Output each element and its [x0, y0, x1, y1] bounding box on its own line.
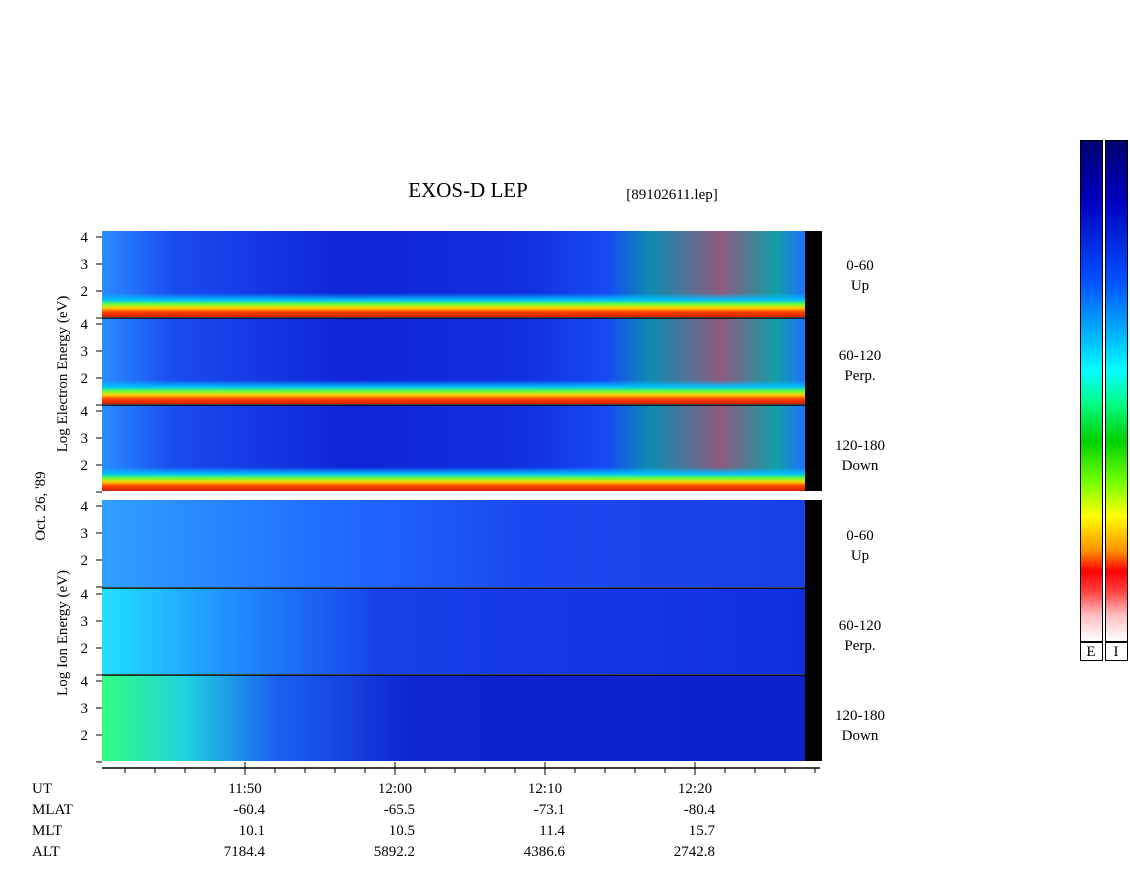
ephemeris-value: 4386.6	[524, 844, 566, 860]
colorbar-box	[1105, 642, 1128, 661]
time-label: 12:10	[528, 781, 562, 797]
angle-range: 60-120	[839, 348, 882, 364]
y-tick-label: 2	[81, 371, 89, 387]
row-name: MLT	[32, 823, 62, 839]
y-tick-label: 4	[81, 674, 89, 690]
time-label: 11:50	[228, 781, 262, 797]
title: EXOS-D LEP	[408, 178, 528, 202]
angle-dir: Down	[842, 458, 879, 474]
ephemeris-value: 5892.2	[374, 844, 415, 860]
angle-dir: Up	[851, 278, 869, 294]
data-gap	[805, 500, 822, 761]
y-tick-label: 2	[81, 641, 89, 657]
y-tick-label: 3	[81, 344, 89, 360]
y-tick-label: 3	[81, 614, 89, 630]
time-label: 12:00	[378, 781, 412, 797]
ephemeris-value: 11.4	[539, 823, 565, 839]
ephemeris-value: 2742.8	[674, 844, 715, 860]
row-name: ALT	[32, 844, 60, 860]
ephemeris-value: 7184.4	[224, 844, 266, 860]
angle-range: 0-60	[846, 258, 874, 274]
y-tick-label: 2	[81, 553, 89, 569]
ephemeris-value: -73.1	[534, 802, 565, 818]
colorbar-i	[1105, 140, 1128, 642]
colorbar-box	[1080, 642, 1103, 661]
ephemeris-value: 10.5	[389, 823, 415, 839]
ion-perp-panel	[102, 588, 805, 674]
y-tick-label: 2	[81, 284, 89, 300]
electron-perp-panel	[102, 318, 805, 404]
angle-dir: Down	[842, 728, 879, 744]
file-name: [89102611.lep]	[626, 187, 718, 203]
ion-axis-label: Log Ion Energy (eV)	[55, 570, 71, 696]
y-tick-label: 3	[81, 526, 89, 542]
angle-dir: Perp.	[844, 368, 875, 384]
date-label: Oct. 26, '89	[33, 471, 49, 540]
ion-up-panel	[102, 500, 805, 587]
angle-dir: Perp.	[844, 638, 875, 654]
y-tick-label: 3	[81, 701, 89, 717]
y-tick-label: 3	[81, 431, 89, 447]
colorbar-label: I	[1114, 644, 1119, 660]
electron-up-panel	[102, 231, 805, 317]
ephemeris-value: -80.4	[684, 802, 716, 818]
angle-range: 120-180	[835, 438, 885, 454]
y-tick-label: 4	[81, 404, 89, 420]
ion-down-panel	[102, 675, 805, 761]
y-tick-label: 3	[81, 257, 89, 273]
y-tick-label: 4	[81, 317, 89, 333]
angle-dir: Up	[851, 548, 869, 564]
row-name: UT	[32, 781, 52, 797]
ephemeris-value: 15.7	[689, 823, 716, 839]
time-label: 12:20	[678, 781, 712, 797]
row-name: MLAT	[32, 802, 73, 818]
y-tick-label: 4	[81, 587, 89, 603]
y-tick-label: 4	[81, 230, 89, 246]
angle-range: 0-60	[846, 528, 874, 544]
y-tick-label: 2	[81, 458, 89, 474]
data-gap	[805, 231, 822, 491]
ephemeris-value: -65.5	[384, 802, 415, 818]
angle-range: 120-180	[835, 708, 885, 724]
colorbar-label: E	[1086, 644, 1095, 660]
angle-range: 60-120	[839, 618, 882, 634]
colorbar-e	[1080, 140, 1103, 642]
ephemeris-value: 10.1	[239, 823, 265, 839]
y-tick-label: 4	[81, 499, 89, 515]
electron-down-panel	[102, 405, 805, 491]
electron-axis-label: Log Electron Energy (eV)	[55, 296, 71, 453]
y-tick-label: 2	[81, 728, 89, 744]
ephemeris-value: -60.4	[234, 802, 266, 818]
